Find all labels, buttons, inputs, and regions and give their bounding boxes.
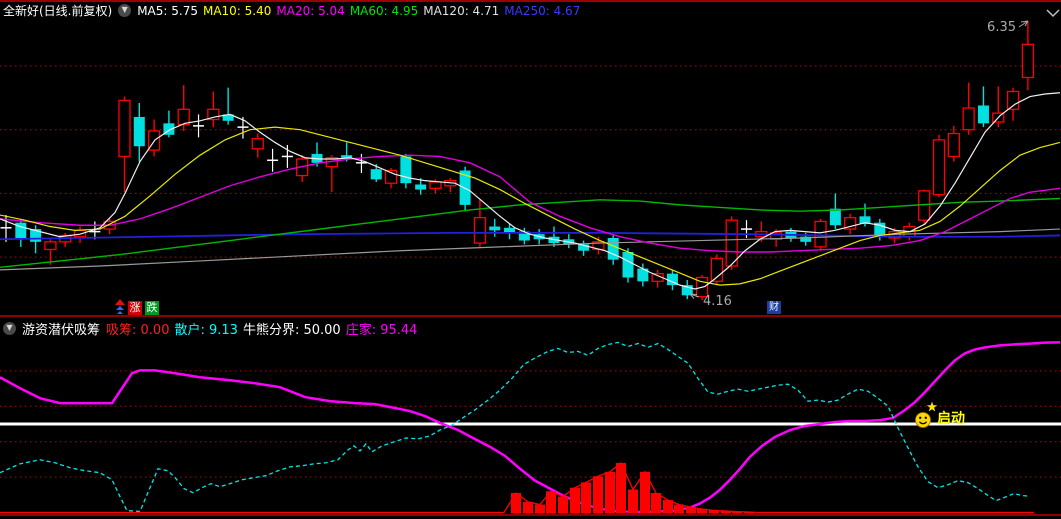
- indicator-params: 吸筹: 0.00 散户: 9.13 牛熊分界: 50.00 庄家: 95.44: [106, 319, 417, 338]
- rise-badge[interactable]: 涨: [128, 301, 142, 315]
- window-top-border: [0, 0, 1061, 2]
- ma-legend: MA5: 5.75 MA10: 5.40 MA20: 5.04 MA60: 4.95 M…: [137, 4, 580, 18]
- main-chart-header: 全新好(日线.前复权) ▼ MA5: 5.75 MA10: 5.40 MA20: 5…: [3, 2, 580, 19]
- ma-legend-item: MA10: 5.40: [202, 3, 272, 18]
- wealth-flag[interactable]: 财: [767, 301, 781, 314]
- svg-text:6.35: 6.35: [987, 20, 1016, 35]
- chart-title: 全新好(日线.前复权): [3, 4, 113, 18]
- panel-separator: [0, 315, 1061, 317]
- indicator-param: 庄家: 95.44: [345, 323, 418, 338]
- sub-chart-header: ▼ 游资潜伏吸筹 吸筹: 0.00 散户: 9.13 牛熊分界: 50.00 庄家: …: [3, 319, 417, 338]
- indicator-title: 游资潜伏吸筹: [22, 323, 101, 338]
- chevron-down-icon: ▼: [6, 322, 13, 332]
- price-triangle-icon: [115, 299, 125, 315]
- indicator-param: 牛熊分界: 50.00: [242, 323, 341, 338]
- ma-legend-item: MA20: 5.04: [276, 3, 345, 18]
- rise-fall-legend: 涨 跌: [115, 299, 159, 315]
- chevron-down-icon: ▼: [121, 4, 128, 14]
- indicator-param: 散户: 9.13: [174, 323, 238, 338]
- indicator-param: 吸筹: 0.00: [106, 323, 170, 338]
- ma-legend-item: MA5: 5.75: [137, 3, 198, 18]
- collapse-main-icon[interactable]: ▼: [118, 4, 132, 17]
- svg-text:启动: 启动: [937, 410, 965, 427]
- collapse-sub-icon[interactable]: ▼: [3, 322, 16, 335]
- window-bottom-border: [0, 514, 1061, 516]
- ma-legend-item: MA60: 4.95: [349, 3, 419, 18]
- ma-legend-item: MA250: 4.67: [504, 3, 581, 18]
- svg-text:4.16: 4.16: [703, 294, 732, 309]
- ma-legend-item: MA120: 4.71: [423, 3, 500, 18]
- fall-badge[interactable]: 跌: [145, 301, 159, 315]
